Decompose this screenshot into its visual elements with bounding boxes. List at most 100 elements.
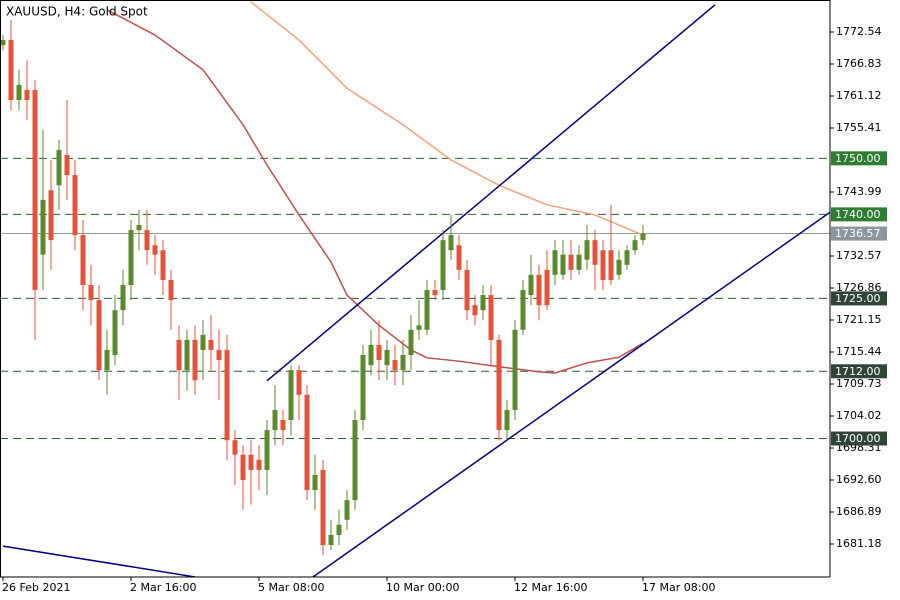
candle-body [280, 420, 286, 431]
candle-body [328, 534, 334, 546]
plot-area [0, 1, 830, 577]
candle-body [392, 360, 398, 371]
y-tick-label: 1686.89 [836, 505, 882, 518]
candle-body [640, 233, 646, 241]
current-price-label: 1736.57 [835, 227, 881, 240]
candle-body [400, 355, 406, 371]
moving-average [250, 1, 644, 236]
y-tick-label: 1692.60 [836, 473, 882, 486]
x-tick-label: 26 Feb 2021 [2, 581, 70, 594]
chart-title: XAUUSD, H4: Gold Spot [6, 5, 148, 19]
candle-body [536, 274, 542, 306]
candle-body [248, 454, 254, 470]
candle-body [608, 250, 614, 280]
candle-body [88, 284, 94, 301]
candle-body [200, 334, 206, 350]
x-tick-label: 2 Mar 16:00 [130, 581, 196, 594]
y-tick-label: 1704.02 [836, 409, 882, 422]
candle-body [504, 409, 510, 431]
level-label: 1725.00 [835, 292, 881, 305]
level-label-box [831, 151, 887, 166]
candle-body [168, 279, 174, 301]
candle-body [160, 250, 166, 280]
trend-line [266, 4, 716, 382]
candle-body [288, 370, 294, 421]
candle-body [472, 305, 478, 316]
candle-body [144, 230, 150, 251]
candle-body [48, 190, 54, 241]
x-tick-label: 12 Mar 16:00 [514, 581, 587, 594]
candle-body [40, 199, 46, 255]
candle-body [552, 250, 558, 275]
level-label: 1700.00 [835, 432, 881, 445]
candle-body [632, 240, 638, 251]
level-label: 1750.00 [835, 152, 881, 165]
candle-body [512, 329, 518, 410]
candle-body [360, 355, 366, 421]
candle-body [8, 40, 14, 101]
candle-body [176, 339, 182, 371]
candle-body [64, 154, 70, 176]
candle-body [584, 240, 590, 260]
candle-body [344, 500, 350, 520]
candle-body [224, 349, 230, 441]
candle-body [240, 454, 246, 480]
candle-body [520, 290, 526, 330]
x-tick-label: 10 Mar 00:00 [386, 581, 459, 594]
candle-body [336, 524, 342, 535]
candle-body [56, 149, 62, 186]
candle-body [568, 254, 574, 270]
level-label-box [831, 364, 887, 379]
y-tick-label: 1761.12 [836, 89, 882, 102]
candle-body [24, 89, 30, 101]
candle-body [192, 339, 198, 381]
candle-body [264, 430, 270, 470]
candle-body [352, 420, 358, 501]
candle-body [16, 84, 22, 101]
candle-body [136, 225, 142, 231]
y-tick-label: 1755.41 [836, 121, 882, 134]
candle-body [256, 459, 262, 470]
candle-body [72, 175, 78, 236]
y-tick-label: 1732.57 [836, 249, 882, 262]
candle-body [496, 339, 502, 431]
candle-body [440, 240, 446, 291]
candle-body [208, 339, 214, 350]
candle-body [432, 290, 438, 296]
y-tick-label: 1681.18 [836, 537, 882, 550]
candle-body [0, 40, 6, 46]
candle-body [296, 370, 302, 395]
candle-body [528, 274, 534, 296]
y-tick-label: 1743.99 [836, 185, 882, 198]
candle-body [112, 310, 118, 356]
candle-body [488, 295, 494, 340]
candle-body [480, 295, 486, 311]
level-label-box [831, 291, 887, 306]
candle-body [576, 254, 582, 270]
candle-body [312, 474, 318, 491]
candle-body [320, 469, 326, 546]
trend-line [2, 545, 196, 577]
y-tick-label: 1715.44 [836, 345, 882, 358]
level-label-box [831, 207, 887, 222]
candle-body [368, 344, 374, 366]
candle-body [384, 349, 390, 366]
candle-body [32, 89, 38, 291]
moving-average [106, 9, 644, 374]
candle-body [128, 230, 134, 285]
candle-body [408, 329, 414, 356]
level-label: 1740.00 [835, 208, 881, 221]
y-tick-label: 1726.86 [836, 281, 882, 294]
level-label-box [831, 431, 887, 446]
candle-body [456, 245, 462, 270]
level-label: 1712.00 [835, 365, 881, 378]
candle-body [376, 344, 382, 361]
y-tick-label: 1772.54 [836, 25, 882, 38]
candle-body [272, 409, 278, 431]
candle-body [448, 235, 454, 251]
candle-body [96, 300, 102, 371]
trend-line [312, 211, 830, 577]
